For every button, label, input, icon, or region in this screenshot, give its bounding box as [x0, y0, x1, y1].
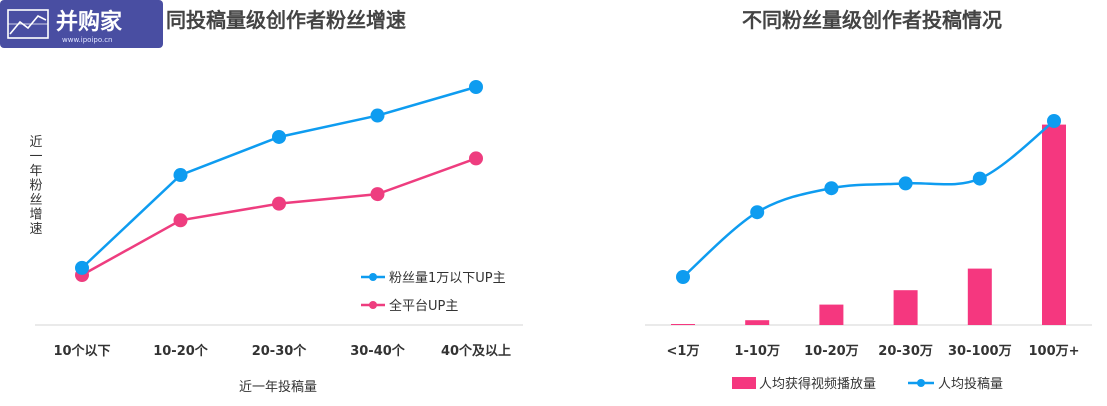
- right-legend-bar-swatch: [732, 377, 756, 389]
- right-data-point: [972, 171, 987, 186]
- right-chart: 不同粉丝量级创作者投稿情况 <1万 1-10万 10-20万 20-30万 30-100…: [645, 8, 1092, 392]
- right-x-tick-label: 20-30万: [878, 344, 933, 359]
- right-bar: [671, 324, 695, 325]
- left-legend-swatch-dot: [369, 301, 377, 309]
- left-data-point: [75, 260, 89, 275]
- left-y-label-char: 近: [29, 135, 42, 150]
- right-legend-line-dot: [917, 379, 925, 387]
- left-y-label-char: 速: [29, 222, 42, 237]
- right-data-point: [750, 205, 765, 220]
- right-chart-title: 不同粉丝量级创作者投稿情况: [742, 8, 1002, 32]
- left-data-point: [173, 168, 188, 183]
- right-line-series: [676, 114, 1061, 284]
- right-bar: [1042, 124, 1066, 325]
- chart-logo-icon: [7, 9, 49, 39]
- right-legend: 人均获得视频播放量 人均投稿量: [732, 376, 1003, 392]
- left-data-point: [272, 129, 286, 144]
- right-bar: [819, 304, 844, 325]
- right-bar: [745, 320, 770, 325]
- left-x-tick-label: 40个及以上: [441, 343, 511, 359]
- left-y-label-char: 丝: [29, 193, 42, 208]
- right-x-tick-label: 100万+: [1028, 344, 1079, 359]
- left-chart-title: 同投稿量级创作者粉丝增速: [166, 8, 406, 32]
- left-x-tick-label: 10-20个: [153, 343, 209, 359]
- left-x-axis-title: 近一年投稿量: [239, 379, 317, 395]
- right-x-tick-label: <1万: [667, 344, 700, 359]
- watermark-background: [0, 0, 163, 48]
- watermark-brand: 并购家: [56, 9, 123, 35]
- watermark-url: www.ipoipo.cn: [62, 36, 113, 44]
- left-series-line: [81, 157, 477, 277]
- right-bar: [967, 268, 992, 325]
- left-data-point: [370, 187, 385, 202]
- left-y-label-char: 一: [29, 150, 42, 165]
- right-data-point: [676, 270, 690, 284]
- left-legend-swatch-dot: [369, 273, 377, 281]
- left-y-label-char: 粉: [29, 179, 42, 194]
- right-legend-line-label: 人均投稿量: [938, 376, 1003, 392]
- right-data-point: [824, 181, 839, 196]
- right-x-tick-label: 30-100万: [948, 344, 1012, 359]
- left-x-tick-label: 20-30个: [252, 343, 308, 359]
- left-x-tick-label: 10个以下: [53, 343, 110, 359]
- right-series-line: [682, 120, 1055, 278]
- left-y-label-char: 年: [29, 164, 42, 179]
- left-x-tick-label: 30-40个: [350, 343, 406, 359]
- right-x-tick-label: 1-10万: [734, 344, 780, 359]
- left-legend-label: 粉丝量1万以下UP主: [389, 271, 506, 286]
- left-legend-label: 全平台UP主: [389, 298, 458, 314]
- left-series-lines: [75, 80, 483, 283]
- right-bar: [893, 290, 918, 325]
- left-data-point: [469, 151, 483, 166]
- left-data-point: [370, 108, 385, 123]
- right-legend-bar-label: 人均获得视频播放量: [759, 376, 876, 392]
- left-data-point: [469, 80, 483, 94]
- right-x-ticks: <1万 1-10万 10-20万 20-30万 30-100万 100万+: [667, 344, 1080, 359]
- right-x-tick-label: 10-20万: [804, 344, 859, 359]
- right-bars: [671, 124, 1066, 325]
- left-y-label-char: 增: [29, 208, 42, 223]
- left-x-ticks: 10个以下 10-20个 20-30个 30-40个 40个及以上: [53, 343, 511, 359]
- left-data-point: [173, 213, 188, 228]
- watermark-logo: 并购家 www.ipoipo.cn: [0, 0, 163, 48]
- right-data-point: [1047, 114, 1061, 128]
- right-data-point: [898, 176, 913, 191]
- left-data-point: [272, 196, 286, 211]
